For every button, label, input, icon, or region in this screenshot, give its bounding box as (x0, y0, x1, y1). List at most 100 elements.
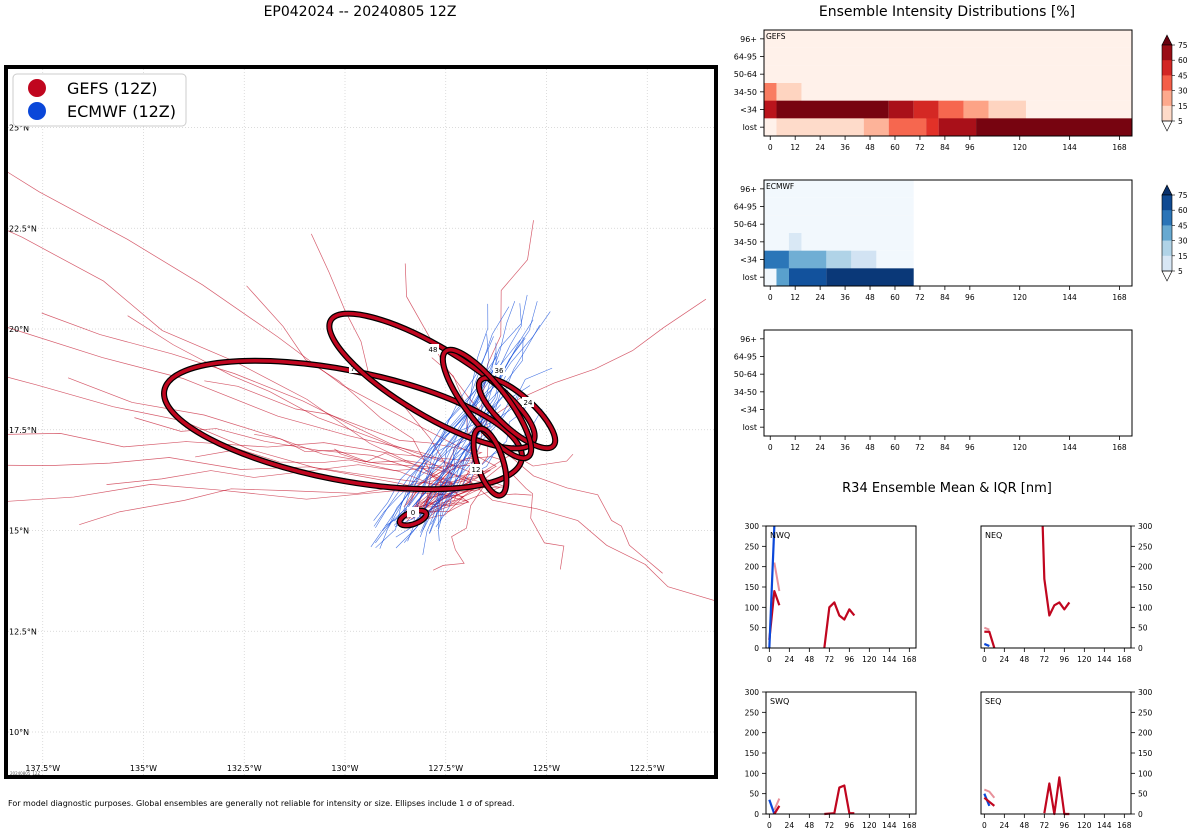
heat-ytick-label: 34-50 (734, 388, 757, 397)
r34-series-line (773, 562, 781, 592)
heat-ytick-label: <34 (740, 106, 757, 115)
r34-panel-title: NEQ (985, 531, 1002, 540)
r34-xtick-label: 144 (882, 821, 897, 830)
r34-xtick-label: 144 (1097, 821, 1112, 830)
r34-xtick-label: 96 (845, 655, 855, 664)
r34-ytick-label: 100 (745, 603, 760, 612)
r34-ytick-label: 200 (1138, 729, 1153, 738)
heat-cell (988, 100, 1026, 119)
r34-series-line (773, 805, 781, 815)
heat-xtick-label: 96 (965, 293, 975, 302)
lat-tick-label: 20°N (9, 325, 29, 334)
r34-series-line (983, 626, 990, 631)
lat-tick-label: 15°N (9, 527, 29, 536)
map-frame (4, 65, 718, 779)
r34-series-line (984, 630, 996, 649)
gefs-member-track (406, 475, 716, 602)
r34-title: R34 Ensemble Mean & IQR [nm] (842, 481, 1052, 496)
lon-tick-label: 122.5°W (630, 764, 665, 773)
gefs-member-track (254, 433, 482, 512)
r34-panel-title: SWQ (770, 697, 789, 706)
heat-xtick-label: 84 (940, 143, 950, 152)
heat-xtick-label: 84 (940, 293, 950, 302)
r34-ytick-label: 300 (745, 522, 760, 531)
heat-xtick-label: 60 (890, 293, 900, 302)
heat-xtick-label: 12 (790, 293, 800, 302)
colorbar-segment (1162, 255, 1172, 272)
heat-xtick-label: 144 (1062, 293, 1077, 302)
legend-gefs-marker (28, 79, 46, 97)
heat-xtick-label: 96 (965, 143, 975, 152)
lon-tick-label: 132.5°W (227, 764, 262, 773)
heat-cell (764, 47, 1132, 66)
heat-panel-title: GEFS (766, 32, 786, 41)
r34-xtick-label: 0 (767, 655, 772, 664)
r34-xtick-label: 72 (1040, 821, 1050, 830)
heat-cell (851, 250, 877, 269)
r34-ytick-label: 250 (745, 542, 760, 551)
ensemble-title: Ensemble Intensity Distributions [%] (818, 4, 1076, 20)
r34-swq-panel: 0 24 48 72 96 120 144 168 0 50 100 150 200 250 300 SWQ (745, 688, 917, 830)
heat-xtick-label: 0 (768, 443, 773, 452)
heat-frame (763, 179, 1133, 287)
heat-cell (976, 118, 1132, 137)
colorbar-max-arrow (1161, 34, 1173, 46)
colorbar-segment (1162, 195, 1172, 211)
heat-xtick-label: 72 (915, 143, 925, 152)
colorbar-tick-label: 60 (1178, 206, 1188, 215)
r34-series-line (983, 642, 990, 647)
map-gridlines (8, 69, 714, 775)
colorbar-segment (1162, 210, 1172, 226)
colorbar-segment (1162, 60, 1172, 76)
colorbar-tick-label: 30 (1178, 237, 1188, 246)
heat-xtick-label: 168 (1112, 443, 1127, 452)
ecmwf-member-track (381, 306, 510, 531)
r34-nwq-panel: 0 24 48 72 96 120 144 168 0 50 100 150 200 250 300 NWQ (745, 522, 917, 664)
right-panels: 96+ 64-95 50-64 34-50 <34 lost 0 12 24 36 48 60 72 84… (734, 29, 1188, 830)
r34-series-line (768, 525, 776, 649)
heat-xtick-label: 36 (840, 143, 850, 152)
colorbar-frame (1161, 194, 1173, 272)
colorbar-tick-label: 60 (1178, 56, 1188, 65)
heat-panel-title: ECMWF (766, 182, 794, 191)
heat-cell (788, 250, 827, 269)
heat-xtick-label: 168 (1112, 143, 1127, 152)
heat-cell (764, 30, 1132, 48)
heat-xtick-label: 48 (865, 293, 875, 302)
r34-ytick-label: 100 (1138, 769, 1153, 778)
heat-xtick-label: 144 (1062, 143, 1077, 152)
heat-ytick-label: lost (743, 423, 757, 432)
r34-xtick-label: 72 (1040, 655, 1050, 664)
r34-xtick-label: 120 (1077, 821, 1092, 830)
heat-xtick-label: 36 (840, 443, 850, 452)
r34-series-line (1041, 525, 1071, 617)
gefs-member-track (195, 448, 473, 510)
colorbar-tick-label: 75 (1178, 191, 1188, 200)
ecmwf-member-track (395, 393, 521, 523)
heat-cell (926, 118, 939, 137)
lon-tick-label: 130°W (331, 764, 358, 773)
heat-ytick-label: 50-64 (734, 370, 757, 379)
colorbar-min-arrow (1161, 270, 1173, 282)
colorbar-max-arrow (1161, 184, 1173, 196)
heat-ytick-label: 34-50 (734, 238, 757, 247)
lon-tick-label: 135°W (130, 764, 157, 773)
r34-xtick-label: 96 (845, 821, 855, 830)
legend-gefs-label: GEFS (12Z) (67, 79, 157, 98)
heat-xtick-label: 144 (1062, 443, 1077, 452)
heat-cell (764, 180, 914, 198)
r34-ytick-label: 0 (754, 810, 759, 819)
gefs-member-track (415, 455, 663, 574)
heat-xtick-label: 24 (815, 443, 825, 452)
r34-xtick-label: 168 (1117, 821, 1132, 830)
heat-cell (888, 118, 927, 137)
heat-ytick-label: lost (743, 123, 757, 132)
r34-series-line (983, 796, 996, 807)
lat-tick-label: 10°N (9, 728, 29, 737)
r34-xtick-label: 144 (882, 655, 897, 664)
heat-cell (788, 233, 802, 251)
heat-cell (938, 100, 964, 119)
r34-series-line (824, 784, 855, 816)
r34-ytick-label: 200 (745, 563, 760, 572)
